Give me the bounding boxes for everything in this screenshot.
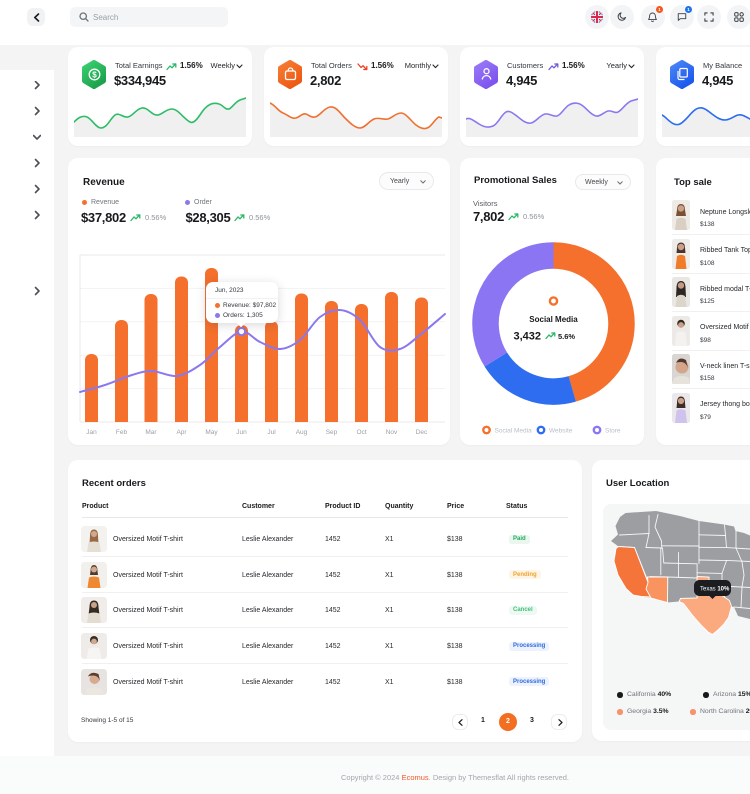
svg-text:May: May <box>205 429 218 436</box>
svg-text:Feb: Feb <box>116 429 128 436</box>
svg-text:Jan: Jan <box>86 429 97 436</box>
svg-text:5.6%: 5.6% <box>558 332 575 341</box>
svg-text:Oct: Oct <box>356 429 366 436</box>
svg-text:Social Media: Social Media <box>529 315 578 324</box>
svg-text:Nov: Nov <box>386 429 398 436</box>
svg-text:$: $ <box>92 70 97 79</box>
svg-text:Aug: Aug <box>296 429 308 436</box>
svg-text:3,432: 3,432 <box>513 331 541 343</box>
svg-text:Dec: Dec <box>416 429 428 436</box>
svg-text:Website: Website <box>549 427 573 434</box>
svg-text:Mar: Mar <box>145 429 157 436</box>
svg-text:Jun: Jun <box>236 429 247 436</box>
svg-text:Store: Store <box>605 427 621 434</box>
svg-text:Apr: Apr <box>176 429 187 436</box>
svg-text:Texas 10%: Texas 10% <box>700 587 730 593</box>
svg-text:Sep: Sep <box>326 429 338 436</box>
svg-text:Social Media: Social Media <box>495 427 533 434</box>
svg-text:Jul: Jul <box>267 429 276 436</box>
